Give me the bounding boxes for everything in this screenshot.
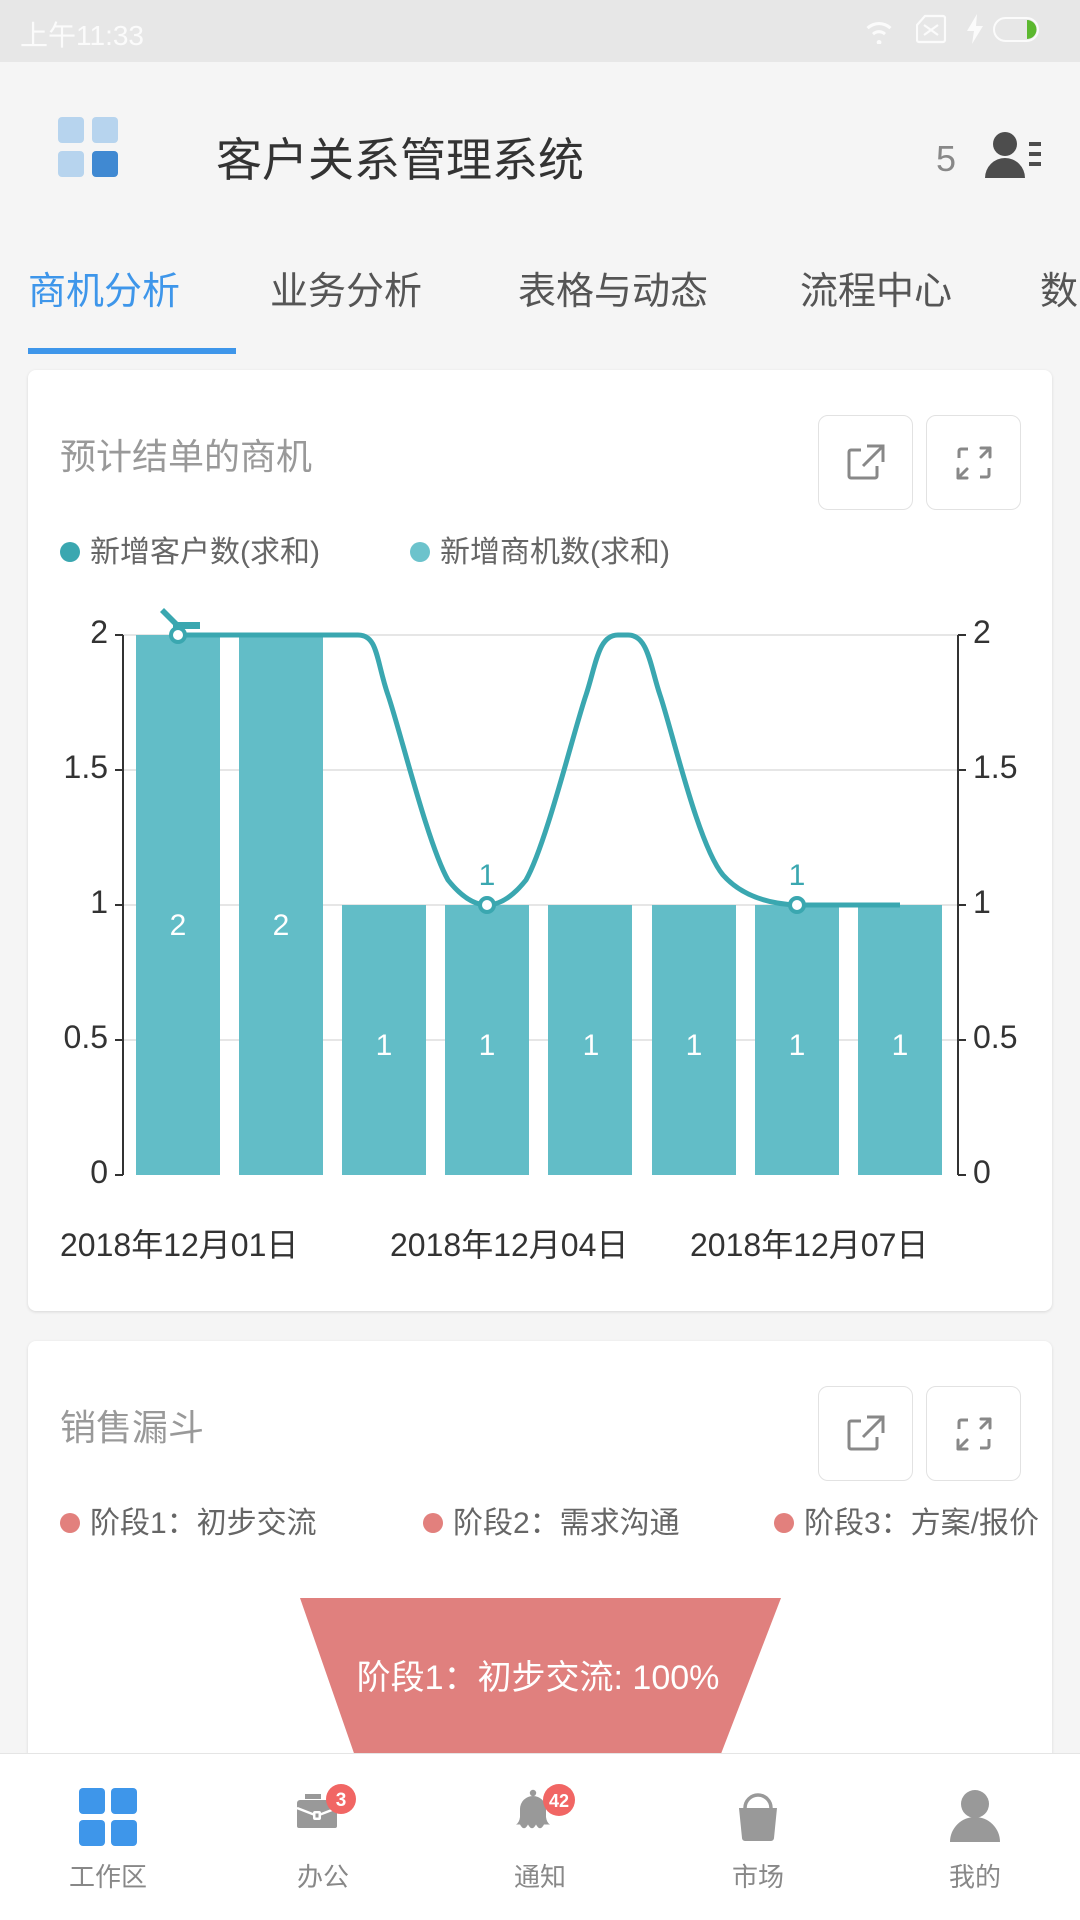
svg-text:1: 1	[686, 1029, 703, 1062]
svg-text:2: 2	[90, 614, 108, 650]
svg-text:1: 1	[583, 1029, 600, 1062]
svg-text:阶段1：初步交流: 100%: 阶段1：初步交流: 100%	[357, 1659, 720, 1697]
svg-text:1.5: 1.5	[973, 749, 1017, 785]
svg-text:3: 3	[336, 1790, 347, 1811]
svg-text:0: 0	[973, 1154, 991, 1190]
svg-text:1: 1	[479, 1029, 496, 1062]
svg-text:42: 42	[549, 1791, 569, 1811]
svg-text:0: 0	[90, 1154, 108, 1190]
svg-text:0.5: 0.5	[64, 1019, 108, 1055]
svg-text:1: 1	[789, 859, 806, 892]
svg-text:2: 2	[273, 909, 290, 942]
svg-text:1: 1	[90, 884, 108, 920]
svg-text:0.5: 0.5	[973, 1019, 1017, 1055]
svg-text:1: 1	[376, 1029, 393, 1062]
svg-text:1: 1	[973, 884, 991, 920]
svg-text:1: 1	[789, 1029, 806, 1062]
svg-text:2: 2	[973, 614, 991, 650]
svg-text:1.5: 1.5	[64, 749, 108, 785]
svg-text:2: 2	[170, 909, 187, 942]
svg-text:1: 1	[479, 859, 496, 892]
svg-text:1: 1	[892, 1029, 909, 1062]
